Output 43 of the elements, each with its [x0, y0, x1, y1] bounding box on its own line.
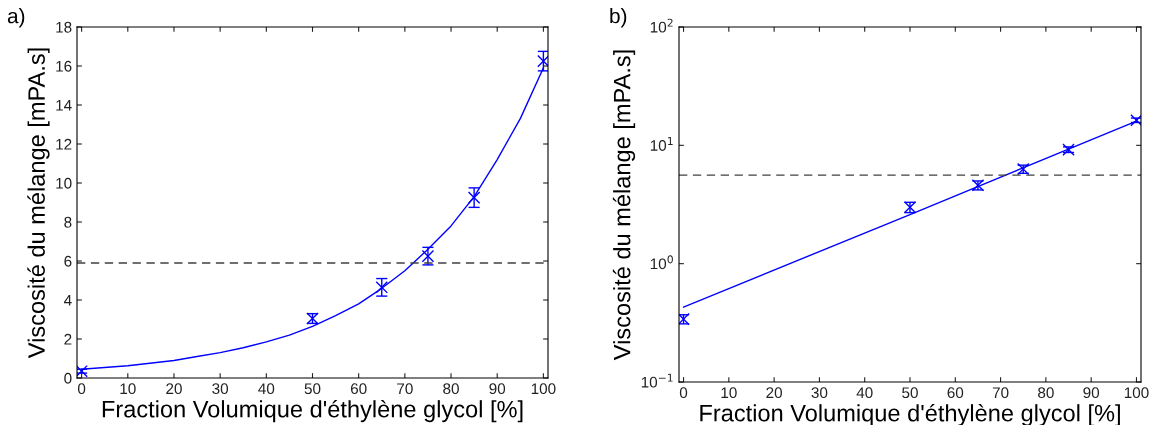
x-tick-label: 70: [992, 387, 1009, 399]
y-tick-label: 10: [56, 177, 72, 189]
y-tick-label: 18: [56, 21, 72, 33]
x-tick-label: 30: [811, 387, 828, 399]
y-tick-label: 16: [56, 60, 72, 72]
x-tick-label: 60: [947, 387, 964, 399]
x-tick-label: 10: [120, 383, 136, 395]
x-tick-label: 80: [443, 383, 459, 395]
x-tick-label: 0: [77, 383, 86, 395]
y-tick-label: 8: [64, 216, 72, 228]
x-tick-label: 60: [350, 383, 367, 395]
x-tick-label: 40: [258, 383, 275, 395]
y-tick-label: 10$^{−1}$: [641, 373, 673, 388]
x-tick-label: 80: [1038, 387, 1054, 399]
x-tick-label: 90: [489, 383, 506, 395]
y-tick-label: 2: [64, 333, 72, 345]
y-tick-label: 0: [64, 372, 72, 384]
y-axis-title: Viscosité du mélange [mPA.s]: [27, 48, 50, 359]
x-tick-label: 100: [1124, 387, 1149, 399]
point: [375, 281, 389, 294]
y-tick-label: 10$^{2}$: [650, 18, 673, 33]
x-tick-label: 90: [1083, 387, 1100, 399]
y-tick-label: 14: [56, 100, 72, 111]
y-tick-label: 10$^{0}$: [650, 255, 673, 270]
x-tick-label: 70: [397, 383, 413, 395]
y-tick-label: 10$^{1}$: [650, 137, 673, 151]
y-tick-label: 4: [63, 295, 72, 306]
y-axis-title: Viscosité du mélange [mPA.s]: [612, 50, 636, 361]
point: [467, 191, 481, 204]
x-tick-label: 10: [721, 387, 737, 399]
x-tick-label: 100: [531, 383, 556, 395]
x-tick-label: 0: [679, 387, 688, 399]
x-tick-label: 30: [212, 383, 229, 395]
x-axis-title: Fraction Volumique d'éthylène glycol [%]: [102, 399, 523, 423]
text: a): [7, 8, 25, 28]
x-tick-label: 50: [902, 387, 918, 399]
x-tick-label: 50: [304, 383, 321, 395]
y-tick-label: 6: [64, 255, 72, 267]
y-tick-label: 12: [56, 138, 72, 150]
text: b): [610, 8, 627, 28]
x-tick-label: 40: [856, 387, 873, 399]
x-tick-label: 20: [166, 383, 182, 395]
x-tick-label: 20: [766, 387, 783, 399]
